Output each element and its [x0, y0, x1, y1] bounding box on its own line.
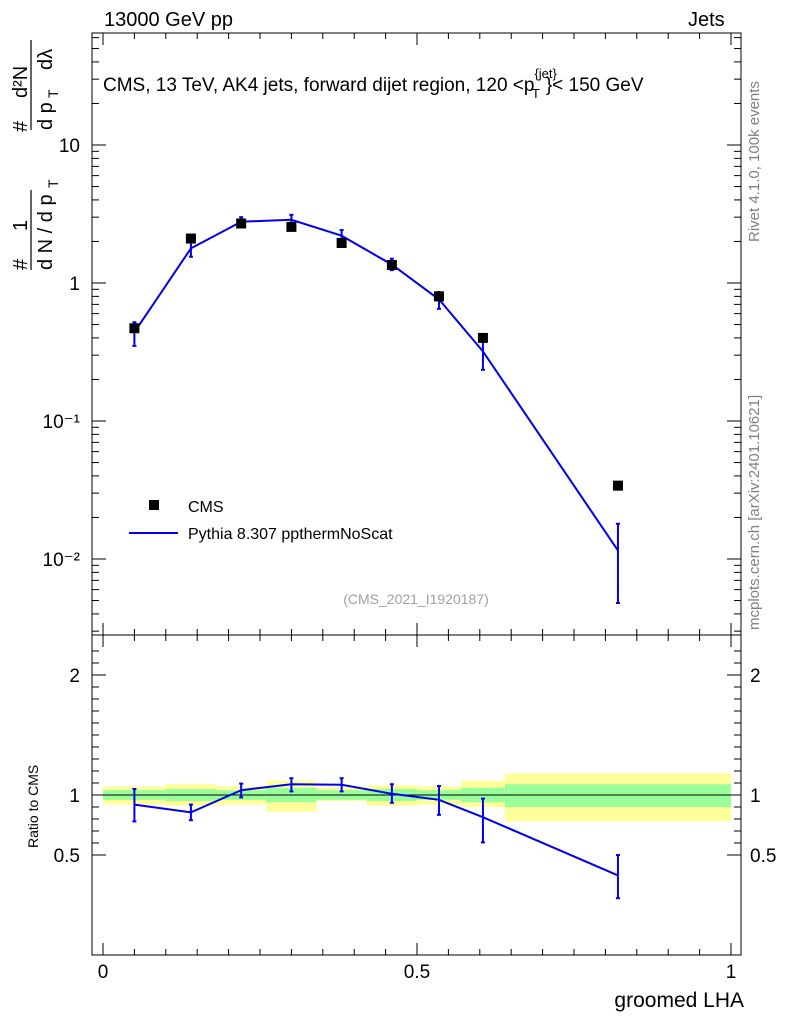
ratio-y-tick-label: 1: [69, 786, 80, 807]
svg-text:d²N: d²N: [10, 66, 32, 98]
x-tick-label: 0.5: [404, 962, 430, 983]
x-tick-label: 1: [726, 962, 737, 983]
svg-text:#: #: [10, 258, 32, 270]
cms-data-point: [612, 480, 623, 491]
ratio-y-tick-label-right: 0.5: [750, 846, 776, 867]
cms-data-point: [386, 260, 397, 271]
cms-data-point: [433, 291, 444, 302]
ratio-y-tick-label-right: 1: [750, 786, 761, 807]
ratio-band-inner: [504, 784, 731, 807]
ratio-y-tick-label: 2: [69, 666, 80, 687]
y-axis-label: # 1 d N / d p T # d²N d p T dλ: [10, 40, 61, 270]
ratio-y-axis-label: Ratio to CMS: [25, 765, 41, 848]
chart-title: CMS, 13 TeV, AK4 jets, forward dijet reg…: [103, 66, 644, 101]
y-tick-label: 10⁻²: [43, 550, 81, 571]
cms-data-point: [286, 221, 297, 232]
y-tick-label: 10⁻¹: [43, 412, 81, 433]
ratio-series-group: [132, 777, 620, 900]
ratio-y-tick-label-right: 2: [750, 666, 761, 687]
legend: CMS Pythia 8.307 ppthermNoScat: [129, 499, 393, 543]
svg-text:T: T: [45, 179, 61, 188]
main-panel-frame: [91, 32, 742, 636]
cms-data-point: [236, 218, 247, 229]
svg-text:1: 1: [10, 220, 32, 231]
cms-data-point: [336, 237, 347, 248]
legend-cms-marker: [149, 500, 159, 510]
x-tick-label: 0: [98, 962, 109, 983]
svg-text:d p: d p: [35, 102, 57, 130]
y-tick-label: 1: [69, 274, 80, 295]
header-left: 13000 GeV pp: [104, 9, 233, 31]
header-right: Jets: [688, 9, 725, 31]
ratio-y-tick-label: 0.5: [54, 846, 80, 867]
svg-text:dλ: dλ: [35, 49, 57, 70]
legend-pythia-label: Pythia 8.307 ppthermNoScat: [188, 526, 393, 543]
cms-data-point: [477, 332, 488, 343]
cms-data-point: [185, 233, 196, 244]
analysis-watermark: (CMS_2021_I1920187): [343, 591, 489, 607]
y-tick-label: 10: [59, 136, 80, 157]
legend-cms-label: CMS: [188, 499, 224, 516]
cms-data-point: [129, 323, 140, 334]
svg-text:d N / d p: d N / d p: [35, 194, 57, 270]
svg-text:T: T: [45, 89, 61, 98]
x-axis-label: groomed LHA: [614, 989, 744, 1012]
svg-text:#: #: [10, 120, 32, 132]
